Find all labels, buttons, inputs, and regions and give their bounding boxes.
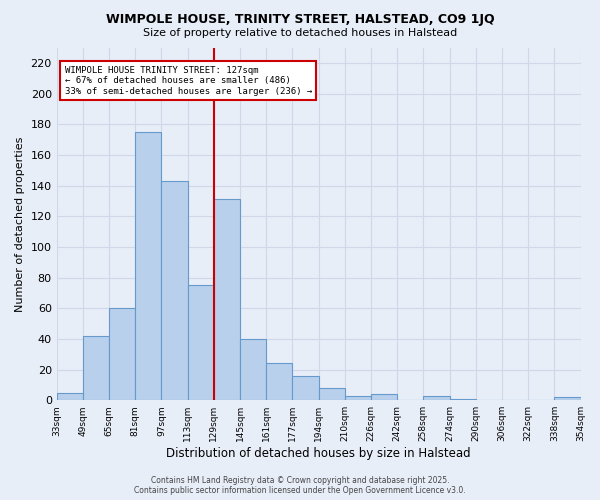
Bar <box>319 388 345 400</box>
Text: Size of property relative to detached houses in Halstead: Size of property relative to detached ho… <box>143 28 457 38</box>
Bar <box>135 132 161 400</box>
Bar <box>83 336 109 400</box>
Bar <box>554 397 581 400</box>
Text: WIMPOLE HOUSE TRINITY STREET: 127sqm
← 67% of detached houses are smaller (486)
: WIMPOLE HOUSE TRINITY STREET: 127sqm ← 6… <box>65 66 312 96</box>
X-axis label: Distribution of detached houses by size in Halstead: Distribution of detached houses by size … <box>166 447 471 460</box>
Bar <box>161 181 188 400</box>
Bar <box>266 364 292 400</box>
Text: Contains HM Land Registry data © Crown copyright and database right 2025.
Contai: Contains HM Land Registry data © Crown c… <box>134 476 466 495</box>
Text: WIMPOLE HOUSE, TRINITY STREET, HALSTEAD, CO9 1JQ: WIMPOLE HOUSE, TRINITY STREET, HALSTEAD,… <box>106 12 494 26</box>
Bar <box>188 285 214 400</box>
Bar <box>345 396 371 400</box>
Bar <box>424 396 449 400</box>
Bar <box>214 200 240 400</box>
Y-axis label: Number of detached properties: Number of detached properties <box>15 136 25 312</box>
Bar <box>292 376 319 400</box>
Bar <box>449 398 476 400</box>
Bar <box>109 308 135 400</box>
Bar <box>371 394 397 400</box>
Bar <box>240 339 266 400</box>
Bar <box>56 392 83 400</box>
